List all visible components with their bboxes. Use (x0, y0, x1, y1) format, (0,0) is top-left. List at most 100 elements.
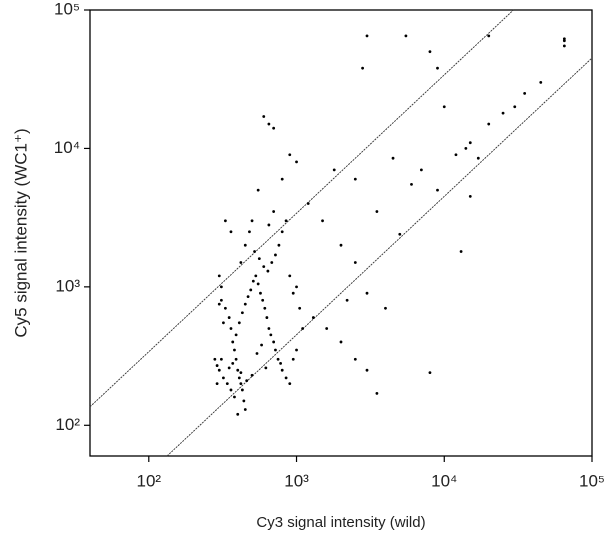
data-point (263, 306, 267, 310)
data-point (267, 327, 271, 330)
data-point (321, 219, 324, 223)
data-point (213, 357, 217, 361)
data-point (391, 156, 395, 160)
data-point (454, 153, 458, 157)
y-tick-label: 10² (55, 415, 80, 434)
data-point (295, 285, 298, 289)
data-point (361, 66, 364, 70)
data-point (237, 376, 241, 380)
data-point (501, 111, 505, 115)
data-point (306, 202, 310, 205)
data-point (468, 141, 472, 145)
y-axis-label: Cy5 signal intensity (WC1⁺) (11, 128, 30, 337)
data-point (251, 279, 255, 283)
data-point (332, 168, 336, 172)
data-point (464, 147, 468, 150)
data-point (256, 188, 260, 192)
data-point (459, 250, 463, 253)
data-point (234, 333, 238, 337)
y-tick-label: 10³ (55, 276, 80, 295)
data-point (227, 316, 231, 319)
y-tick-label: 10⁴ (54, 138, 80, 157)
data-point (280, 230, 284, 234)
data-point (523, 91, 527, 95)
data-point (231, 340, 235, 344)
data-point (539, 80, 543, 84)
data-point (311, 316, 315, 319)
data-point (269, 333, 273, 337)
data-point (229, 230, 233, 234)
data-point (562, 44, 566, 48)
data-point (239, 382, 243, 386)
data-point (262, 115, 266, 118)
data-point (267, 223, 271, 227)
data-point (223, 219, 227, 223)
data-point (233, 348, 236, 352)
data-point (280, 368, 284, 372)
data-point (215, 382, 219, 386)
data-point (253, 250, 256, 253)
data-point (246, 295, 250, 299)
data-point (288, 274, 292, 278)
plot-frame (89, 9, 593, 457)
x-tick-label: 10² (137, 471, 162, 490)
data-point (280, 177, 284, 181)
data-point (274, 253, 277, 257)
data-point (234, 357, 238, 361)
data-point (240, 311, 244, 315)
data-point (513, 105, 517, 109)
data-point (243, 408, 247, 411)
data-point (260, 343, 263, 347)
data-point (249, 288, 253, 292)
data-point (365, 34, 369, 38)
data-point (562, 37, 566, 41)
data-point (298, 306, 302, 310)
data-point (256, 282, 260, 286)
data-point (229, 388, 233, 392)
data-point (250, 373, 254, 377)
data-point (353, 357, 357, 361)
data-point (242, 399, 246, 403)
x-tick-label: 10⁴ (431, 471, 457, 490)
data-point (222, 321, 225, 325)
data-point (476, 156, 480, 160)
data-point (442, 105, 446, 109)
data-point (262, 265, 266, 269)
data-point (487, 34, 491, 38)
data-point (243, 243, 247, 247)
data-point (223, 306, 227, 310)
data-point (219, 285, 223, 289)
data-point (428, 371, 432, 375)
data-point (288, 153, 292, 157)
y-tick-label: 10⁵ (54, 0, 80, 18)
x-tick-label: 10³ (284, 471, 309, 490)
data-point (219, 298, 223, 302)
data-point (225, 382, 229, 386)
data-point (353, 261, 357, 264)
data-point (217, 368, 221, 372)
data-point (217, 302, 221, 306)
data-point (239, 371, 243, 375)
data-point (254, 274, 258, 278)
data-point (291, 357, 295, 361)
data-point (295, 348, 298, 352)
data-point (284, 376, 288, 380)
data-point (236, 412, 240, 416)
data-point (250, 219, 254, 223)
data-point (279, 361, 282, 365)
data-point (384, 306, 387, 310)
data-point (404, 34, 408, 38)
data-point (261, 298, 265, 302)
data-point (284, 219, 288, 223)
data-point (267, 122, 271, 126)
data-point (229, 327, 233, 330)
ratio-line (89, 9, 514, 408)
data-point (365, 368, 369, 372)
data-point (243, 302, 247, 306)
data-point (410, 182, 413, 186)
data-point (277, 243, 281, 247)
data-point (419, 168, 423, 172)
data-point (436, 66, 439, 70)
data-point (222, 376, 225, 380)
data-point (339, 243, 343, 247)
